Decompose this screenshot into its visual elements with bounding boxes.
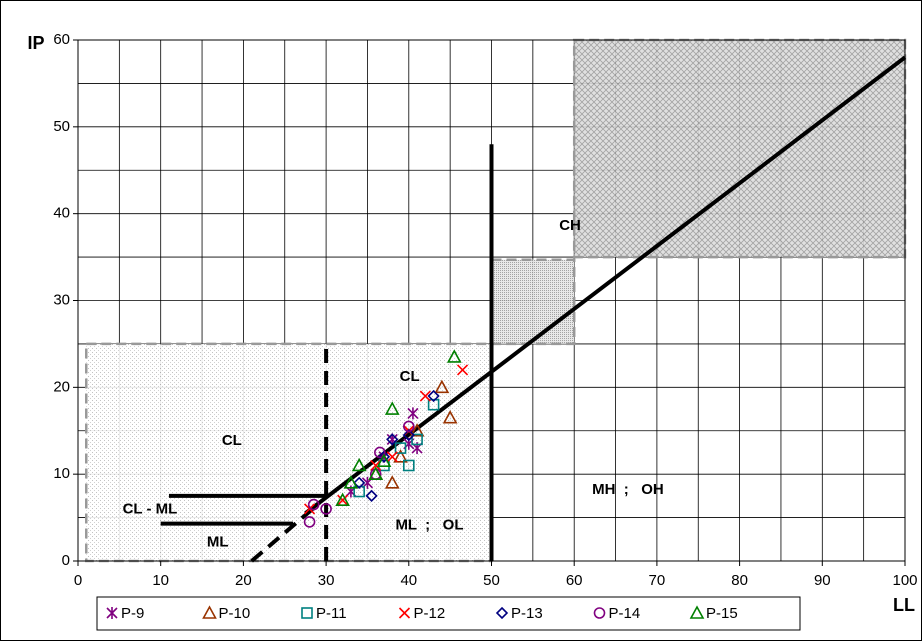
region xyxy=(572,38,907,259)
legend-label: P-9 xyxy=(121,605,144,622)
annotation: ML xyxy=(207,534,229,551)
legend-label: P-12 xyxy=(414,605,446,622)
marker xyxy=(442,410,458,424)
reference-line xyxy=(250,503,320,563)
annotation: ML ; OL xyxy=(395,516,463,533)
x-tick-label: 70 xyxy=(649,572,666,589)
marker xyxy=(386,451,398,463)
legend-item: P-10 xyxy=(202,605,251,622)
marker xyxy=(377,450,391,463)
marker xyxy=(456,364,469,376)
marker xyxy=(320,503,332,515)
marker xyxy=(351,457,367,472)
y-tick-label: 30 xyxy=(53,291,70,308)
marker xyxy=(368,466,384,480)
legend-label: P-11 xyxy=(316,605,347,622)
marker xyxy=(434,379,450,394)
marker xyxy=(427,398,440,411)
legend-item: P-9 xyxy=(106,605,144,622)
annotation: MH ; OH xyxy=(592,481,664,498)
x-tick-label: 10 xyxy=(152,572,169,589)
legend-item: P-15 xyxy=(689,605,738,622)
annotation: CL xyxy=(222,432,242,449)
marker xyxy=(419,390,431,402)
marker xyxy=(353,476,366,489)
x-tick-label: 60 xyxy=(566,572,583,589)
marker xyxy=(384,475,400,489)
marker xyxy=(353,485,365,498)
x-tick-label: 20 xyxy=(235,572,252,589)
legend-label: P-15 xyxy=(706,605,738,622)
legend-item: P-11 xyxy=(301,605,347,622)
marker xyxy=(301,607,313,619)
y-tick-label: 10 xyxy=(53,465,70,482)
marker xyxy=(393,449,408,463)
legend-item: P-14 xyxy=(593,605,641,622)
legend-label: P-14 xyxy=(609,605,641,622)
x-tick-label: 50 xyxy=(483,572,500,589)
y-tick-label: 0 xyxy=(62,552,70,569)
x-axis-label: LL xyxy=(893,595,915,615)
marker xyxy=(593,607,606,619)
y-axis-label: IP xyxy=(27,33,44,53)
annotation: CL - ML xyxy=(123,501,178,518)
marker xyxy=(689,605,705,619)
marker xyxy=(427,389,440,403)
marker xyxy=(303,516,316,528)
marker xyxy=(402,428,415,442)
legend-label: P-10 xyxy=(219,605,251,622)
annotation: CH xyxy=(559,217,581,234)
marker xyxy=(303,503,316,515)
marker xyxy=(307,498,320,511)
y-tick-label: 60 xyxy=(53,31,70,48)
marker xyxy=(365,489,378,503)
marker xyxy=(446,349,462,363)
x-tick-label: 90 xyxy=(814,572,831,589)
marker xyxy=(343,475,359,489)
marker xyxy=(402,420,415,433)
y-tick-label: 40 xyxy=(53,205,70,222)
marker xyxy=(402,459,415,472)
marker xyxy=(407,407,419,420)
marker xyxy=(376,453,392,467)
marker xyxy=(384,401,400,415)
marker xyxy=(370,459,382,472)
marker xyxy=(337,494,349,506)
legend xyxy=(96,596,801,631)
y-tick-label: 50 xyxy=(53,118,70,135)
x-tick-label: 30 xyxy=(318,572,335,589)
annotation: CL xyxy=(400,368,420,385)
x-tick-label: 0 xyxy=(74,572,82,589)
legend-item: P-12 xyxy=(398,605,446,622)
legend-item: P-13 xyxy=(495,605,543,622)
marker xyxy=(374,446,386,459)
marker xyxy=(495,606,509,620)
x-tick-label: 80 xyxy=(731,572,748,589)
marker xyxy=(106,607,118,619)
marker xyxy=(386,433,399,446)
legend-label: P-13 xyxy=(511,605,543,622)
marker xyxy=(202,605,217,619)
marker xyxy=(411,433,423,446)
marker xyxy=(394,442,407,454)
x-tick-label: 100 xyxy=(892,572,917,589)
region xyxy=(490,258,576,346)
marker xyxy=(409,423,425,437)
x-tick-label: 40 xyxy=(400,572,417,589)
marker xyxy=(335,492,350,507)
y-tick-label: 20 xyxy=(53,378,70,395)
marker xyxy=(398,607,411,619)
